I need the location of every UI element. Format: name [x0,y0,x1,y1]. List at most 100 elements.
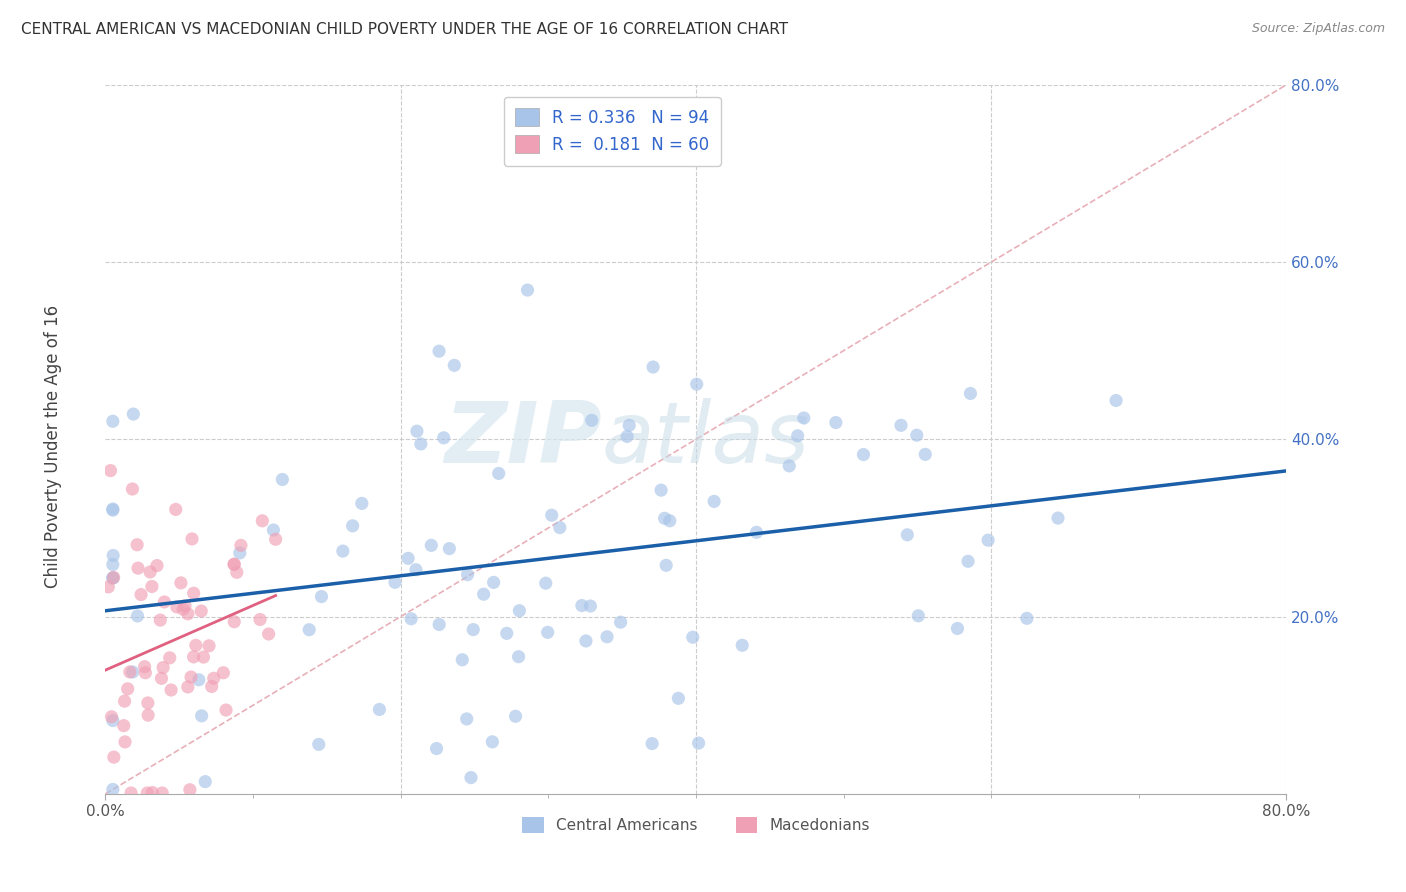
Point [129,588,152,602]
Point [224,558,246,572]
Point [852,448,875,462]
Point [311,590,333,604]
Point [650,483,672,497]
Point [609,615,631,630]
Point [745,525,768,540]
Point [427,344,450,359]
Point [101,503,124,517]
Point [641,737,664,751]
Legend: Central Americans, Macedonians: Central Americans, Macedonians [516,811,876,839]
Point [516,283,538,297]
Point [427,617,450,632]
Point [443,359,465,373]
Point [100,464,122,478]
Point [257,627,280,641]
Point [202,671,225,685]
Point [136,786,159,800]
Point [127,538,149,552]
Point [174,599,197,613]
Point [405,563,427,577]
Point [731,638,754,652]
Point [249,613,271,627]
Point [896,528,918,542]
Point [136,708,159,723]
Point [134,659,156,673]
Point [786,429,808,443]
Point [122,407,145,421]
Point [252,514,274,528]
Point [472,587,495,601]
Point [101,558,124,572]
Point [160,683,183,698]
Point [914,447,936,461]
Text: ZIP: ZIP [444,398,602,481]
Point [172,602,194,616]
Point [198,639,221,653]
Point [150,786,173,800]
Point [581,413,603,427]
Point [406,424,429,438]
Point [596,630,619,644]
Point [643,359,665,374]
Point [100,710,122,724]
Point [193,650,215,665]
Point [120,786,142,800]
Point [682,630,704,644]
Point [420,538,443,552]
Point [114,735,136,749]
Point [190,709,212,723]
Point [159,650,181,665]
Point [121,665,143,679]
Point [101,571,124,585]
Point [384,575,406,590]
Point [703,494,725,508]
Point [101,782,124,797]
Point [396,551,419,566]
Point [457,567,479,582]
Point [658,514,681,528]
Point [666,691,689,706]
Point [686,377,709,392]
Point [399,612,422,626]
Point [152,660,174,674]
Point [183,586,205,600]
Point [180,670,202,684]
Point [460,771,482,785]
Point [165,502,187,516]
Point [146,558,169,573]
Point [153,595,176,609]
Point [170,575,193,590]
Point [890,418,912,433]
Point [179,782,201,797]
Point [508,649,530,664]
Point [190,604,212,618]
Point [456,712,478,726]
Point [488,467,510,481]
Point [225,566,247,580]
Point [101,714,124,728]
Point [229,546,252,560]
Point [778,458,800,473]
Point [433,431,456,445]
Point [1046,511,1069,525]
Point [117,681,139,696]
Text: atlas: atlas [602,398,810,481]
Point [571,599,593,613]
Point [101,502,124,516]
Point [824,416,846,430]
Point [229,538,252,552]
Point [451,653,474,667]
Point [141,579,163,593]
Point [907,608,929,623]
Point [112,719,135,733]
Point [150,671,173,685]
Point [222,558,245,572]
Text: Source: ZipAtlas.com: Source: ZipAtlas.com [1251,22,1385,36]
Point [905,428,928,442]
Point [121,482,143,496]
Point [575,634,598,648]
Point [654,511,676,525]
Point [308,738,330,752]
Point [1015,611,1038,625]
Point [127,561,149,575]
